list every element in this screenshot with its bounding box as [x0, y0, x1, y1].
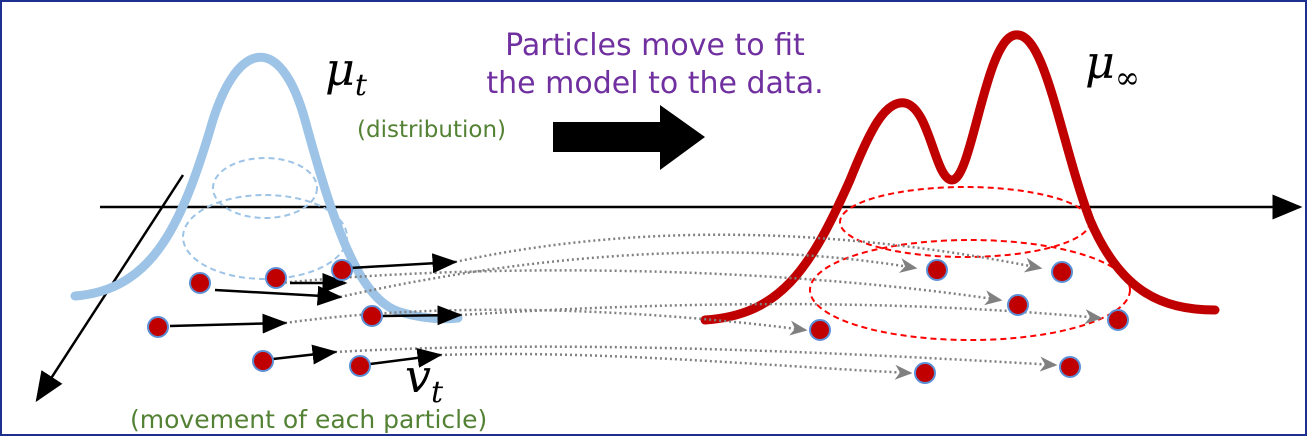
diagram: Particles move to fit the model to the d…: [0, 0, 1307, 436]
movement-note: (movement of each particle): [130, 405, 487, 434]
symbol: μ: [1085, 35, 1115, 89]
caption-line: the model to the data.: [486, 66, 823, 101]
subscript: t: [355, 68, 368, 103]
trajectories: [280, 235, 1100, 373]
mu-t: μt: [325, 42, 368, 103]
subscript: ∞: [1115, 61, 1140, 96]
caption-line: Particles move to fit: [505, 28, 805, 63]
symbol: μ: [325, 42, 355, 96]
symbol: v: [405, 349, 431, 403]
mu-infinity: μ∞: [1085, 35, 1140, 96]
big-arrow: [553, 105, 705, 170]
distribution-note: (distribution): [357, 117, 506, 143]
v-t: vt: [405, 349, 444, 410]
